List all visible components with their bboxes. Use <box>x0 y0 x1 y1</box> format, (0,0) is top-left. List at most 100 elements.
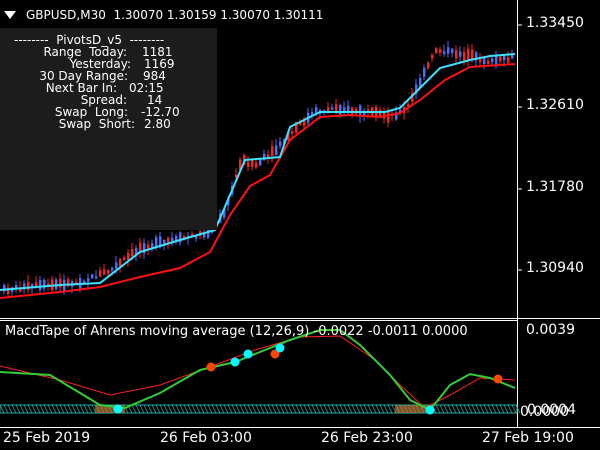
tape-hatch <box>307 404 313 414</box>
tape-hatch <box>203 404 209 414</box>
tape-hatch <box>467 404 473 414</box>
tape-hatch <box>231 404 237 414</box>
candle-body <box>247 161 250 167</box>
candle-body <box>135 248 138 255</box>
candle-body <box>139 242 142 253</box>
candle-body <box>87 278 90 282</box>
pivots-label-range-today: Range Today: <box>43 45 127 59</box>
tape-hatch <box>335 404 341 414</box>
candle-body <box>163 239 166 244</box>
candle-body <box>435 48 438 54</box>
tape-hatch <box>499 404 505 414</box>
candle-body <box>119 258 122 267</box>
tape-hatch <box>483 404 489 414</box>
tape-hatch <box>343 404 349 414</box>
candle-body <box>347 105 350 112</box>
tape-hatch <box>435 404 441 414</box>
tape-hatch <box>255 404 261 414</box>
tape-hatch <box>135 404 141 414</box>
tape-hatch <box>55 404 61 414</box>
crossover-dot <box>113 404 123 414</box>
pivots-value-next-bar: 02:15 <box>129 81 164 95</box>
candle-body <box>479 58 482 63</box>
tape-hatch <box>507 404 513 414</box>
candle-body <box>47 283 50 287</box>
candle-body <box>95 276 98 279</box>
triangle-down-icon[interactable] <box>4 11 16 19</box>
tape-hatch <box>23 404 29 414</box>
candle-body <box>287 131 290 140</box>
indicator-axis-label-mid: 0.0004 <box>527 402 576 418</box>
tape-hatch <box>311 404 317 414</box>
candle-body <box>39 280 42 291</box>
candle-body <box>147 244 150 251</box>
tape-hatch <box>359 404 365 414</box>
tape-hatch <box>243 404 249 414</box>
time-label-4: 27 Feb 19:00 <box>482 430 574 446</box>
tape-hatch <box>79 404 85 414</box>
tape-hatch <box>239 404 245 414</box>
tape-hatch <box>475 404 481 414</box>
candle-body <box>27 281 30 291</box>
candle-body <box>35 282 38 288</box>
tape-band <box>0 404 518 414</box>
price-label-2: 1.32610 <box>526 97 584 113</box>
tape-hatch <box>67 404 73 414</box>
tape-hatch <box>491 404 497 414</box>
tape-hatch <box>187 404 193 414</box>
crossover-dot <box>270 349 280 359</box>
pivots-panel <box>0 28 217 230</box>
crossover-dot <box>493 374 503 384</box>
pivots-value-swap-long: -12.70 <box>141 105 180 119</box>
candle-body <box>127 252 130 261</box>
fast-moving-average-line <box>0 53 516 291</box>
pivots-value-range-today: 1181 <box>142 45 173 59</box>
tape-hatch <box>43 404 49 414</box>
indicator-label: MacdTape of Ahrens moving average (12,26… <box>5 324 468 339</box>
pivots-value-swap-short: 2.80 <box>144 117 171 131</box>
tape-hatch <box>371 404 377 414</box>
price-axis-ticks <box>517 24 522 271</box>
tape-hatch <box>211 404 217 414</box>
candle-body <box>447 47 450 54</box>
candle-body <box>167 237 170 245</box>
candle-body <box>263 153 266 161</box>
time-label-3: 26 Feb 23:00 <box>321 430 413 446</box>
tape-hatch <box>495 404 501 414</box>
tape-hatch <box>303 404 309 414</box>
candle-body <box>503 55 506 61</box>
candle-body <box>415 84 418 94</box>
pivots-label-yesterday: Yesterday: <box>69 57 131 71</box>
crossover-dot <box>206 362 216 372</box>
candle-body <box>471 49 474 61</box>
pivots-label-next-bar: Next Bar In: <box>45 81 117 95</box>
candle-body <box>295 122 298 133</box>
tape-hatch <box>351 404 357 414</box>
indicator-axis-label-top: 0.0039 <box>526 322 575 338</box>
candle-body <box>439 49 442 53</box>
tape-hatch <box>235 404 241 414</box>
tape-hatch <box>87 404 93 414</box>
candle-body <box>419 77 422 88</box>
tape-hatch <box>3 404 9 414</box>
candle-body <box>327 107 330 112</box>
candle-body <box>91 274 94 279</box>
tape-hatch <box>275 404 281 414</box>
candle-body <box>203 233 206 238</box>
tape-hatch <box>379 404 385 414</box>
candle-body <box>235 174 238 178</box>
tape-hatch <box>39 404 45 414</box>
candle-body <box>123 257 126 261</box>
tape-hatch <box>503 404 509 414</box>
candle-body <box>279 141 282 147</box>
tape-hatch <box>147 404 153 414</box>
tape-hatch <box>363 404 369 414</box>
tape-hatch <box>171 404 177 414</box>
tape-hatch <box>223 404 229 414</box>
tape-hatch <box>227 404 233 414</box>
crossover-dot <box>275 343 285 353</box>
tape-hatch <box>295 404 301 414</box>
tape-hatch <box>167 404 173 414</box>
